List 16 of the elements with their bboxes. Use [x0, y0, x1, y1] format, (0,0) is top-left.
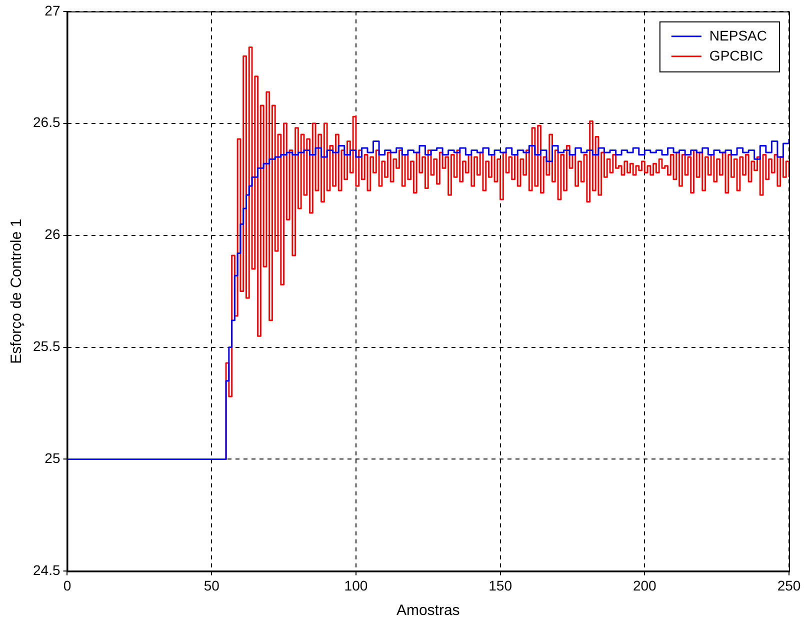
- y-tick-label: 24.5: [33, 562, 60, 578]
- x-tick-label: 100: [344, 577, 368, 594]
- legend-label: NEPSAC: [709, 27, 768, 44]
- x-tick-label: 200: [632, 577, 657, 594]
- y-tick-label: 26: [44, 226, 60, 242]
- x-tick-label: 150: [488, 577, 512, 594]
- legend-label: GPCBIC: [709, 47, 764, 64]
- y-tick-label: 27: [44, 2, 60, 18]
- x-tick-label: 0: [63, 577, 72, 594]
- y-tick-label: 25: [44, 450, 60, 466]
- x-tick-label: 250: [777, 577, 801, 594]
- y-tick-label: 26.5: [33, 114, 60, 130]
- y-axis-title: Esforço de Controle 1: [8, 218, 26, 364]
- x-tick-label: 50: [204, 577, 220, 594]
- x-axis-title: Amostras: [396, 602, 460, 620]
- y-tick-label: 25.5: [33, 338, 60, 354]
